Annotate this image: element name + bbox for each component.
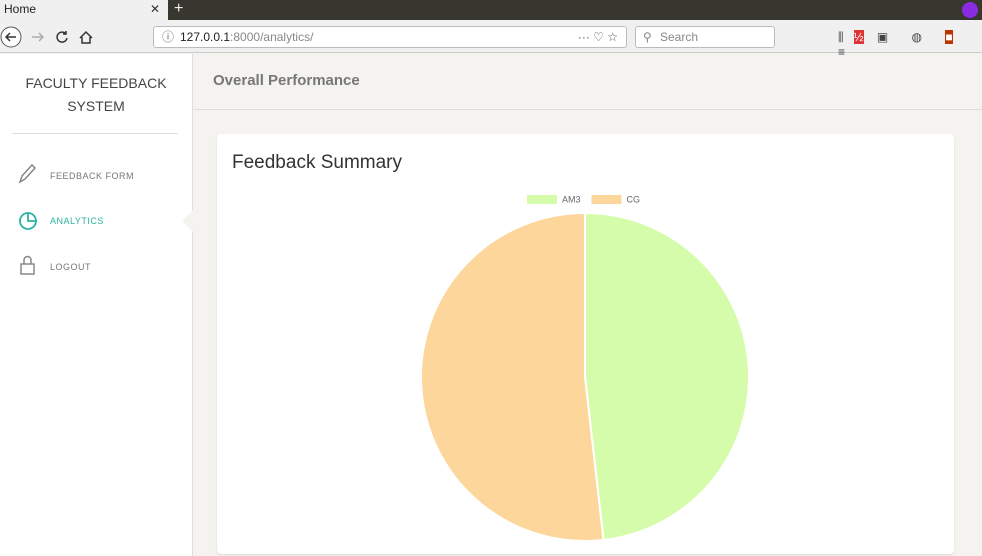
pie-slice xyxy=(420,211,605,542)
legend-label: CG xyxy=(627,194,641,204)
nav-icons xyxy=(18,163,193,275)
info-icon: ⓘ xyxy=(162,30,175,44)
search-placeholder: Search xyxy=(660,30,699,44)
url-host: 127.0.0.1 xyxy=(180,30,231,44)
legend-swatch xyxy=(591,195,622,204)
lock-shackle xyxy=(23,255,32,264)
url-path: :8000/analytics/ xyxy=(230,30,314,44)
nav-feedback-form[interactable]: FEEDBACK FORM xyxy=(50,171,135,181)
private-icon[interactable] xyxy=(962,2,978,18)
pencil-icon xyxy=(18,163,37,184)
chart-icon-slice xyxy=(27,213,36,222)
search-box[interactable]: ⚲ Search xyxy=(635,26,775,48)
divider xyxy=(12,133,178,134)
tab-close[interactable]: ✕ xyxy=(150,2,161,16)
back-arrow xyxy=(4,32,16,42)
search-icon: ⚲ xyxy=(643,30,652,44)
pie-chart: AM3 CG xyxy=(420,194,750,542)
nav-logout[interactable]: LOGOUT xyxy=(50,262,92,272)
divider xyxy=(194,109,982,110)
app-title: FACULTY FEEDBACK SYSTEM xyxy=(25,75,167,114)
tab-title: Home xyxy=(4,2,37,16)
url-bar[interactable]: ⓘ 127.0.0.1:8000/analytics/ ··· ♡ ☆ xyxy=(153,26,627,48)
nav-analytics[interactable]: ANALYTICS xyxy=(50,216,104,226)
page-actions[interactable]: ··· ♡ ☆ xyxy=(577,30,618,44)
page-title: Overall Performance xyxy=(213,72,360,89)
toolbar-icons[interactable]: ⫼½ ▣ ◍ ■ ≡ xyxy=(838,30,953,59)
active-indicator xyxy=(182,210,193,232)
legend-label: AM3 xyxy=(562,194,581,204)
tab[interactable]: Home ✕ xyxy=(0,0,168,20)
legend-swatch xyxy=(527,195,557,204)
nav-buttons xyxy=(0,26,93,48)
lock-icon xyxy=(20,263,35,275)
home-button[interactable] xyxy=(79,30,93,44)
new-tab[interactable]: + xyxy=(174,0,184,17)
forward-button[interactable] xyxy=(32,32,45,42)
tab-bar xyxy=(0,0,982,20)
card-title: Feedback Summary xyxy=(232,152,403,173)
reload-button[interactable] xyxy=(56,31,68,43)
pie-slice xyxy=(584,211,750,542)
sidebar xyxy=(0,54,193,556)
